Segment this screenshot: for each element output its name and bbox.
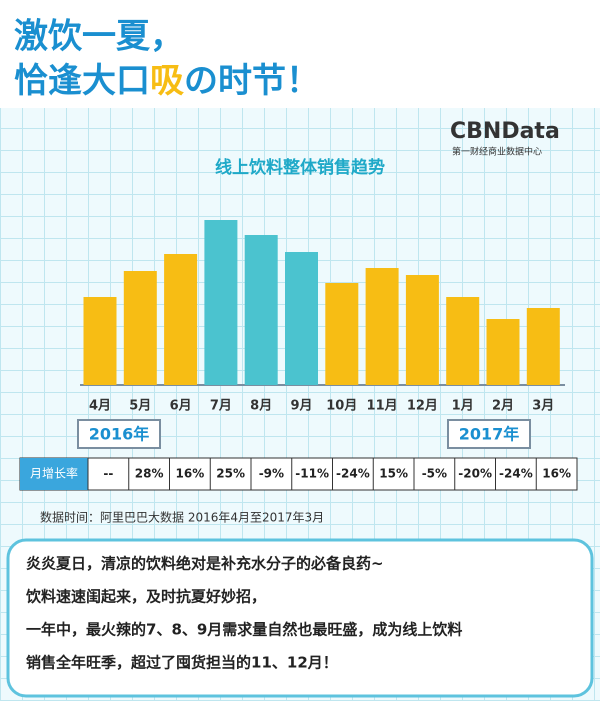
logo: CBNData [450,119,560,144]
year-box [447,419,531,449]
source: 数据时间：阿里巴巴大数据 2016年4月至2017年3月 [40,510,324,525]
table-header-bg [20,458,88,490]
table-cell: -- [103,467,113,481]
bar [164,254,198,385]
text-line: 一年中，最火辣的7、8、9月需求量自然也最旺盛，成为线上饮料 [26,621,462,639]
x-tick-label: 1月 [452,399,474,414]
x-tick-label: 9月 [290,399,312,414]
headline: 激饮一夏， [14,17,184,57]
table-cell: -5% [422,467,447,481]
bar [365,268,399,385]
table-cell: -24% [336,467,370,481]
x-tick-label: 6月 [170,399,192,414]
bar [285,252,318,385]
table-cell: 16% [176,467,205,481]
bar [405,275,439,385]
x-tick-label: 12月 [407,399,438,414]
bar [325,283,359,385]
table-cell: 16% [542,467,571,481]
bar [486,319,520,385]
table-cell: 15% [379,467,408,481]
chart-title: 线上饮料整体销售趋势 [215,157,385,178]
table [19,457,578,491]
x-tick-label: 8月 [250,399,272,414]
x-tick-label: 10月 [326,399,357,414]
year-label: 2017年 [459,425,520,444]
bar [204,220,238,385]
table-cell: -20% [458,467,492,481]
x-tick-label: 4月 [89,399,111,414]
x-tick-label: 3月 [532,399,554,414]
x-tick-label: 2月 [492,399,514,414]
bar [244,235,278,385]
table-cell: -11% [295,467,329,481]
year-box [77,419,161,449]
bar [83,297,117,385]
text-line: 销售全年旺季，超过了囤货担当的11、12月！ [26,654,338,672]
x-tick-label: 5月 [129,399,151,414]
text-box [6,538,594,698]
bar [446,297,480,385]
x-tick-label: 11月 [367,399,398,414]
table-cell: -9% [259,467,284,481]
logo-sub: 第一财经商业数据中心 [452,146,542,158]
table-cell: 25% [216,467,245,481]
table-header: 月增长率 [30,466,78,481]
bar [123,271,157,385]
year-label: 2016年 [89,425,150,444]
text-line: 炎炎夏日，清凉的饮料绝对是补充水分子的必备良药~ [26,555,384,573]
x-tick-label: 7月 [210,399,232,414]
headline: 恰逢大口吸の时节！ [14,61,320,101]
text-line: 饮料速速闺起来，及时抗夏好妙招， [25,588,266,606]
table-cell: -24% [499,467,533,481]
bar [526,308,560,385]
table-cell: 28% [135,467,164,481]
